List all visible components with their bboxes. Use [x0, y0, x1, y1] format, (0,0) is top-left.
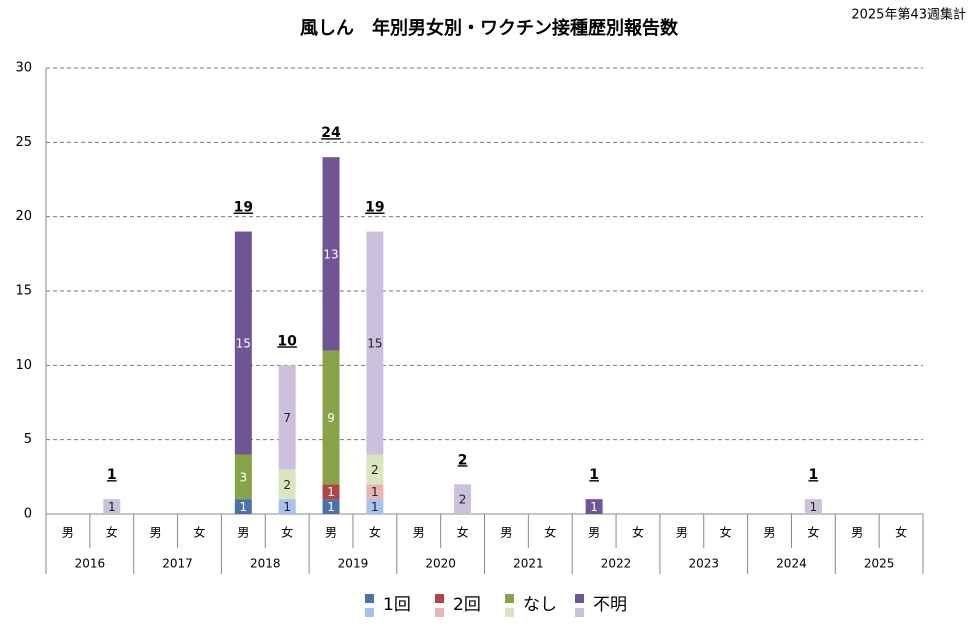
total-label: 1	[107, 467, 117, 483]
y-tick-label: 10	[15, 358, 32, 373]
bar-segment	[234, 454, 252, 500]
x-tick-label: 女	[895, 525, 907, 540]
segment-label: 2	[459, 493, 467, 507]
group-label: 2022	[601, 557, 632, 571]
x-tick-label: 男	[150, 526, 162, 540]
y-tick-label: 30	[15, 61, 32, 76]
bar-segment	[366, 484, 384, 500]
segment-label: 2	[283, 478, 291, 492]
x-tick-label: 女	[281, 525, 293, 540]
total-label: 2	[458, 452, 468, 468]
group-label: 2021	[513, 557, 544, 571]
group-label: 2016	[75, 557, 106, 571]
bar-segment	[322, 499, 340, 514]
bar-segment	[804, 499, 822, 514]
x-tick-label: 男	[62, 526, 74, 540]
legend-label: 不明	[593, 595, 627, 615]
x-tick-label: 男	[325, 526, 337, 540]
segment-label: 1	[590, 500, 598, 514]
bar-segment	[322, 484, 340, 500]
segment-label: 15	[236, 337, 251, 351]
y-tick-label: 25	[15, 135, 32, 150]
total-label: 1	[589, 467, 599, 483]
x-tick-label: 男	[851, 526, 863, 540]
legend-swatch	[435, 608, 444, 617]
bar-segment	[103, 499, 121, 514]
legend-swatch	[365, 594, 374, 603]
bar-segment	[322, 157, 340, 351]
total-label: 10	[277, 333, 297, 349]
x-tick-label: 女	[632, 525, 644, 540]
segment-label: 1	[283, 500, 291, 514]
group-label: 2019	[338, 557, 369, 571]
group-label: 2023	[688, 557, 719, 571]
x-tick-label: 女	[193, 525, 205, 540]
bar-segment	[234, 499, 252, 514]
x-tick-label: 女	[369, 525, 381, 540]
legend-swatch	[575, 608, 584, 617]
y-tick-label: 15	[15, 284, 32, 299]
x-tick-label: 女	[457, 525, 469, 540]
group-label: 2024	[776, 557, 807, 571]
y-tick-label: 0	[24, 507, 32, 522]
x-tick-label: 女	[720, 525, 732, 540]
x-tick-label: 男	[413, 526, 425, 540]
segment-label: 1	[371, 500, 379, 514]
segment-label: 2	[371, 463, 379, 477]
total-label: 19	[365, 200, 384, 216]
segment-label: 3	[240, 470, 248, 484]
segment-label: 9	[327, 411, 335, 425]
bar-segment	[366, 454, 384, 485]
bar-segment	[278, 499, 296, 514]
segment-label: 15	[367, 337, 382, 351]
x-tick-label: 女	[544, 525, 556, 540]
segment-label: 7	[283, 411, 291, 425]
legend-swatch	[505, 608, 514, 617]
group-label: 2017	[162, 557, 193, 571]
legend-swatch	[505, 594, 514, 603]
legend-swatch	[575, 594, 584, 603]
legend-label: なし	[523, 595, 557, 615]
bar-segment	[454, 484, 472, 514]
total-label: 24	[321, 125, 341, 141]
x-tick-label: 女	[106, 525, 118, 540]
group-label: 2025	[864, 557, 895, 571]
bar-segment	[278, 469, 296, 500]
chart-subtitle: 2025年第43週集計	[851, 7, 966, 23]
segment-label: 1	[327, 500, 335, 514]
chart-title: 風しん 年別男女別・ワクチン接種歴別報告数	[300, 17, 679, 39]
legend-label: 2回	[453, 595, 481, 615]
segment-label: 1	[108, 500, 116, 514]
bar-segment	[322, 350, 340, 485]
segment-label: 1	[810, 500, 818, 514]
legend-swatch	[365, 608, 374, 617]
segment-label: 1	[240, 500, 248, 514]
x-tick-label: 男	[588, 526, 600, 540]
total-label: 1	[809, 467, 819, 483]
bar-segment	[366, 231, 384, 455]
x-tick-label: 男	[764, 526, 776, 540]
x-tick-label: 男	[676, 526, 688, 540]
bar-segment	[234, 231, 252, 455]
total-label: 19	[234, 200, 253, 216]
group-label: 2018	[250, 557, 281, 571]
segment-label: 1	[327, 485, 335, 499]
y-tick-label: 20	[15, 209, 32, 224]
segment-label: 1	[371, 485, 379, 499]
legend-label: 1回	[383, 595, 411, 615]
x-tick-label: 女	[807, 525, 819, 540]
bar-segment	[278, 365, 296, 470]
segment-label: 13	[323, 247, 338, 261]
bar-segment	[585, 499, 603, 514]
group-label: 2020	[425, 557, 456, 571]
x-tick-label: 男	[500, 526, 512, 540]
bar-segment	[366, 499, 384, 514]
y-tick-label: 5	[24, 432, 32, 447]
legend-swatch	[435, 594, 444, 603]
x-tick-label: 男	[237, 526, 249, 540]
